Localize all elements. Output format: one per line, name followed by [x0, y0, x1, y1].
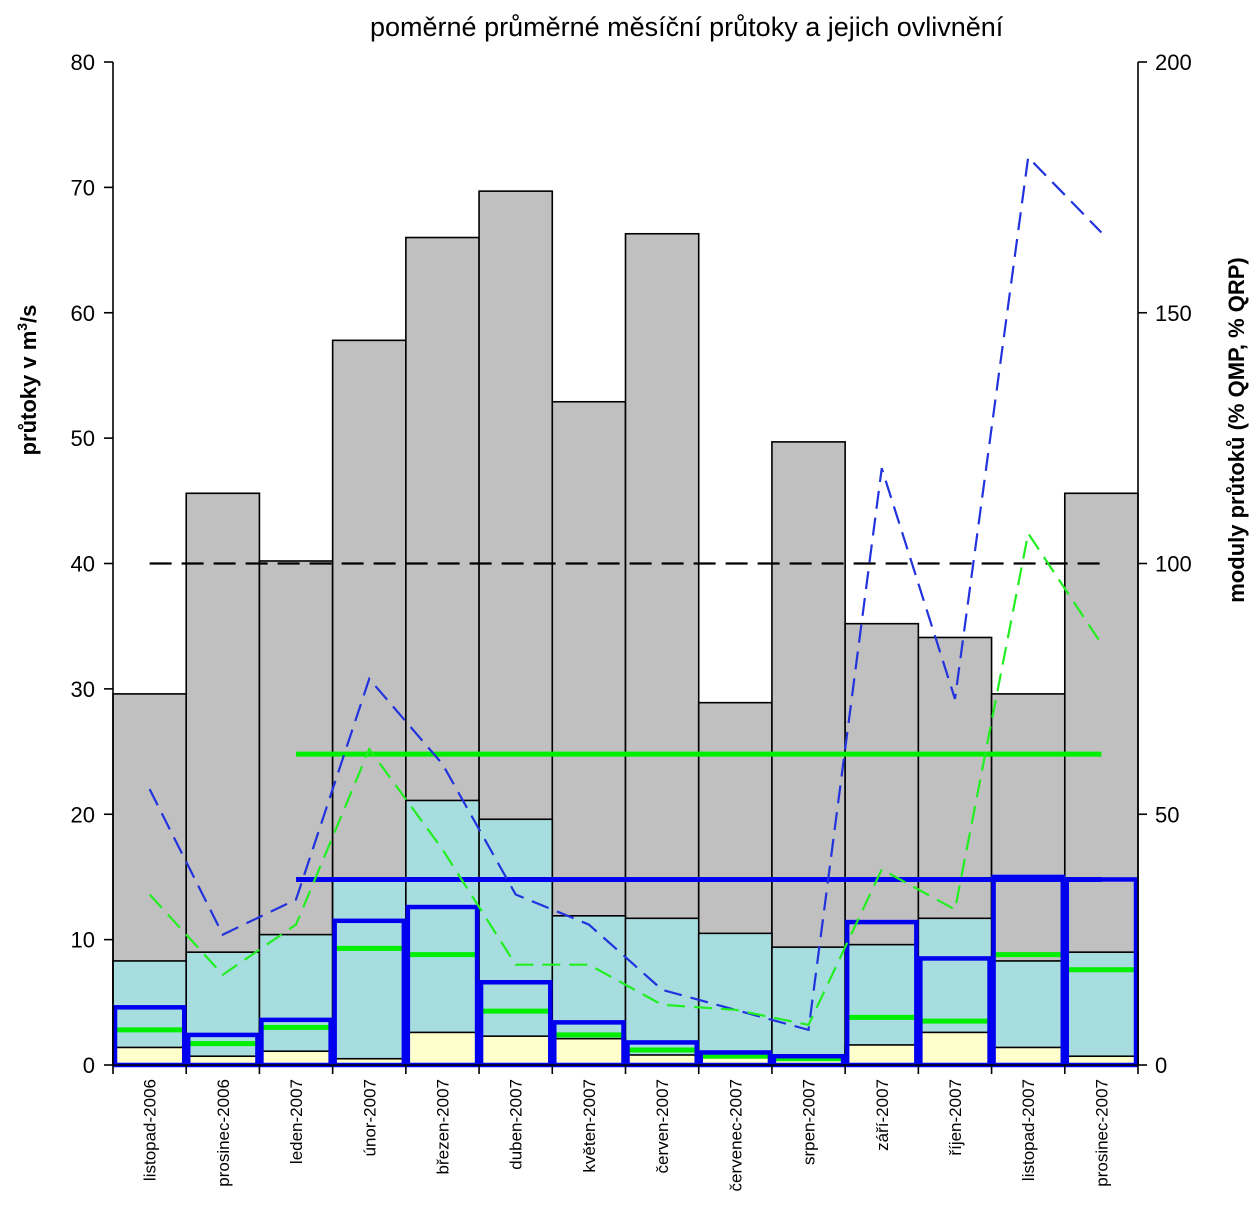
x-tick-label-11: říjen-2007	[946, 1079, 965, 1156]
x-tick-label-8: červenec-2007	[726, 1079, 745, 1191]
bars-cyan-3	[331, 878, 407, 1066]
right-axis-ticks: 0 50 100 150 200	[1138, 50, 1192, 1078]
x-tick-label-9: srpen-2007	[800, 1079, 819, 1165]
x-tick-label-5: duben-2007	[507, 1079, 526, 1170]
markers-green	[115, 945, 1136, 1062]
bars-yellow-10	[844, 1044, 920, 1066]
left-tick-label-60: 60	[71, 301, 95, 326]
bars-yellow-4	[405, 1031, 480, 1066]
bars-cyan-1	[185, 951, 261, 1066]
right-axis-label: moduly průtoků (% QMP, % QRP)	[1224, 257, 1249, 603]
right-tick-label-100: 100	[1155, 552, 1192, 577]
bars-cyan-8	[697, 932, 773, 1066]
bars-yellow-0	[112, 1046, 188, 1066]
percent-lines	[148, 154, 1103, 1032]
left-tick-label-20: 20	[71, 802, 95, 827]
left-tick-label-0: 0	[83, 1053, 95, 1078]
reference-lines	[149, 562, 1102, 882]
percent-line-0	[148, 154, 1103, 1032]
left-tick-label-50: 50	[71, 426, 95, 451]
chart-title: poměrné průměrné měsíční průtoky a jejic…	[370, 12, 1004, 42]
x-tick-label-2: leden-2007	[287, 1079, 306, 1164]
x-tick-label-10: září-2007	[873, 1079, 892, 1151]
x-tick-label-13: prosinec-2007	[1092, 1079, 1111, 1187]
bars-yellow-11	[917, 1031, 993, 1066]
x-tick-label-0: listopad-2006	[141, 1079, 160, 1181]
left-tick-label-10: 10	[71, 928, 95, 953]
x-axis-ticks: listopad-2006 prosinec-2006 leden-2007 únor…	[112, 1065, 1139, 1191]
x-tick-label-1: prosinec-2006	[214, 1079, 233, 1187]
x-tick-label-12: listopad-2007	[1019, 1079, 1038, 1181]
bars-cyan-2	[258, 933, 334, 1066]
right-tick-label-50: 50	[1155, 802, 1179, 827]
x-tick-label-3: únor-2007	[360, 1079, 379, 1157]
x-tick-label-7: červen-2007	[653, 1079, 672, 1174]
bars-yellow-6	[551, 1037, 627, 1066]
bars-cyan-4	[405, 799, 480, 1066]
left-tick-label-80: 80	[71, 50, 95, 75]
bars-yellow-12	[990, 1046, 1066, 1066]
percent-line-1	[148, 530, 1103, 1027]
left-tick-label-30: 30	[71, 677, 95, 702]
left-axis-ticks: 0 10 20 30 40 50 60 70 80	[71, 50, 113, 1078]
left-axis-label: průtoky v m3/s	[14, 305, 41, 456]
bars-yellow-5	[478, 1035, 554, 1066]
x-tick-label-4: březen-2007	[433, 1079, 452, 1174]
x-tick-label-6: květen-2007	[580, 1079, 599, 1173]
left-tick-label-70: 70	[71, 175, 95, 200]
right-tick-label-150: 150	[1155, 301, 1192, 326]
left-tick-label-40: 40	[71, 552, 95, 577]
bars-cyan-9	[771, 946, 846, 1066]
right-tick-label-0: 0	[1155, 1053, 1167, 1078]
right-tick-label-200: 200	[1155, 50, 1192, 75]
bars-cyan-5	[478, 818, 554, 1066]
